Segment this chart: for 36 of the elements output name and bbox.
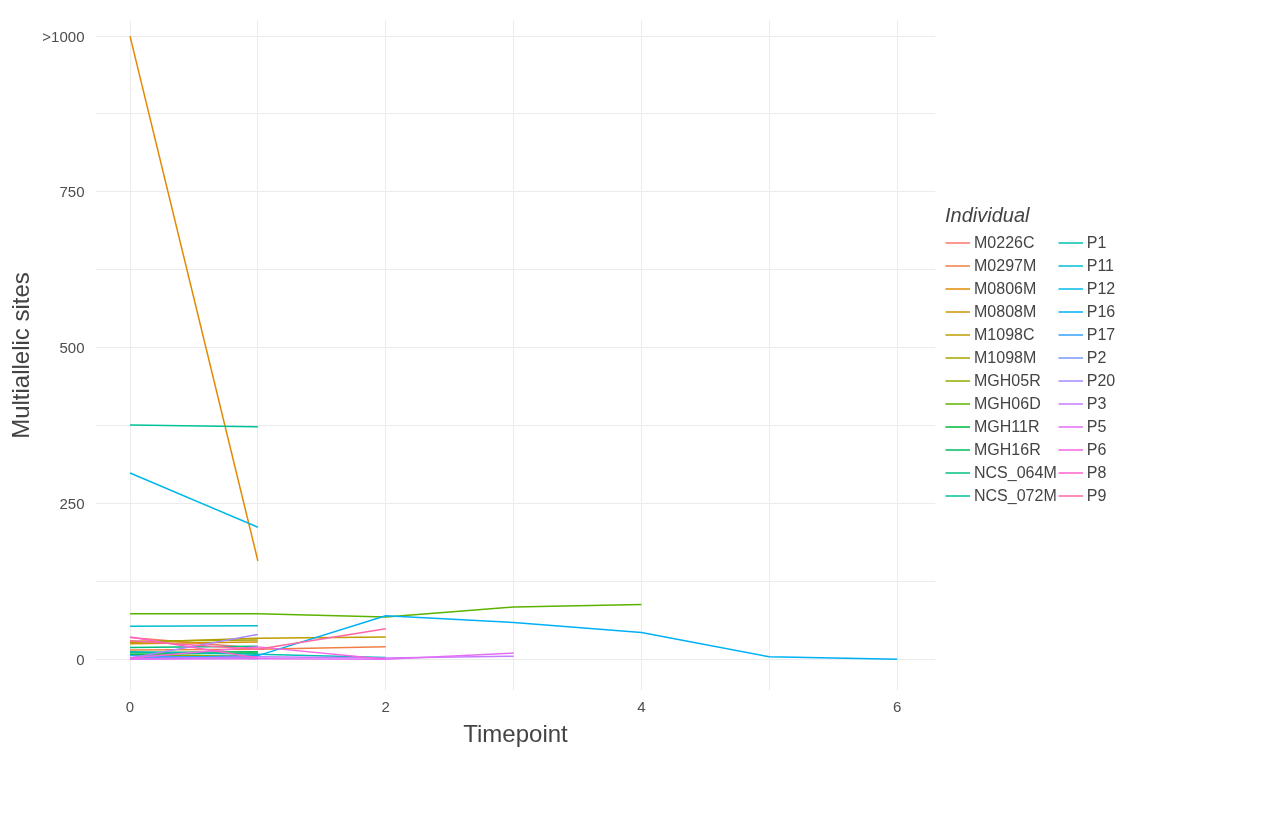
legend-label: P3	[1086, 393, 1107, 414]
legend-label: P12	[1086, 278, 1116, 299]
legend-label: M0806M	[974, 278, 1037, 299]
y-axis-title: Multiallelic sites	[7, 272, 35, 439]
x-tick-label: 6	[892, 697, 902, 715]
legend-label: P9	[1086, 485, 1107, 506]
legend-label: MGH11R	[974, 416, 1040, 437]
x-tick-label: 2	[381, 697, 390, 715]
legend-label: M0808M	[974, 301, 1037, 322]
y-tick-label: 500	[59, 339, 85, 357]
x-tick-label: 4	[637, 697, 646, 715]
legend-label: M1098C	[974, 324, 1035, 345]
legend-label: P8	[1086, 462, 1107, 483]
legend-title: Individual	[945, 203, 1031, 227]
y-tick-label: >1000	[42, 27, 85, 45]
legend-label: NCS_064M	[974, 462, 1057, 483]
legend-label: P6	[1086, 439, 1107, 460]
y-tick-label: 0	[76, 650, 85, 668]
legend-label: MGH05R	[974, 370, 1041, 391]
legend-label: P1	[1086, 232, 1107, 253]
legend-label: M0297M	[974, 255, 1037, 276]
legend-label: M0226C	[974, 232, 1035, 253]
x-axis-title: Timepoint	[463, 719, 569, 747]
legend-label: MGH16R	[974, 439, 1041, 460]
legend-label: P11	[1086, 255, 1114, 276]
y-tick-label: 250	[59, 495, 85, 513]
legend-label: P5	[1086, 416, 1107, 437]
x-tick-label: 0	[125, 697, 135, 715]
legend-label: M1098M	[974, 347, 1037, 368]
legend-label: P16	[1086, 301, 1116, 322]
legend-label: P2	[1086, 347, 1107, 368]
legend-label: P20	[1086, 370, 1116, 391]
legend-label: NCS_072M	[974, 485, 1057, 506]
legend-label: MGH06D	[974, 393, 1041, 414]
legend-label: P17	[1086, 324, 1116, 345]
y-tick-label: 750	[59, 183, 85, 201]
